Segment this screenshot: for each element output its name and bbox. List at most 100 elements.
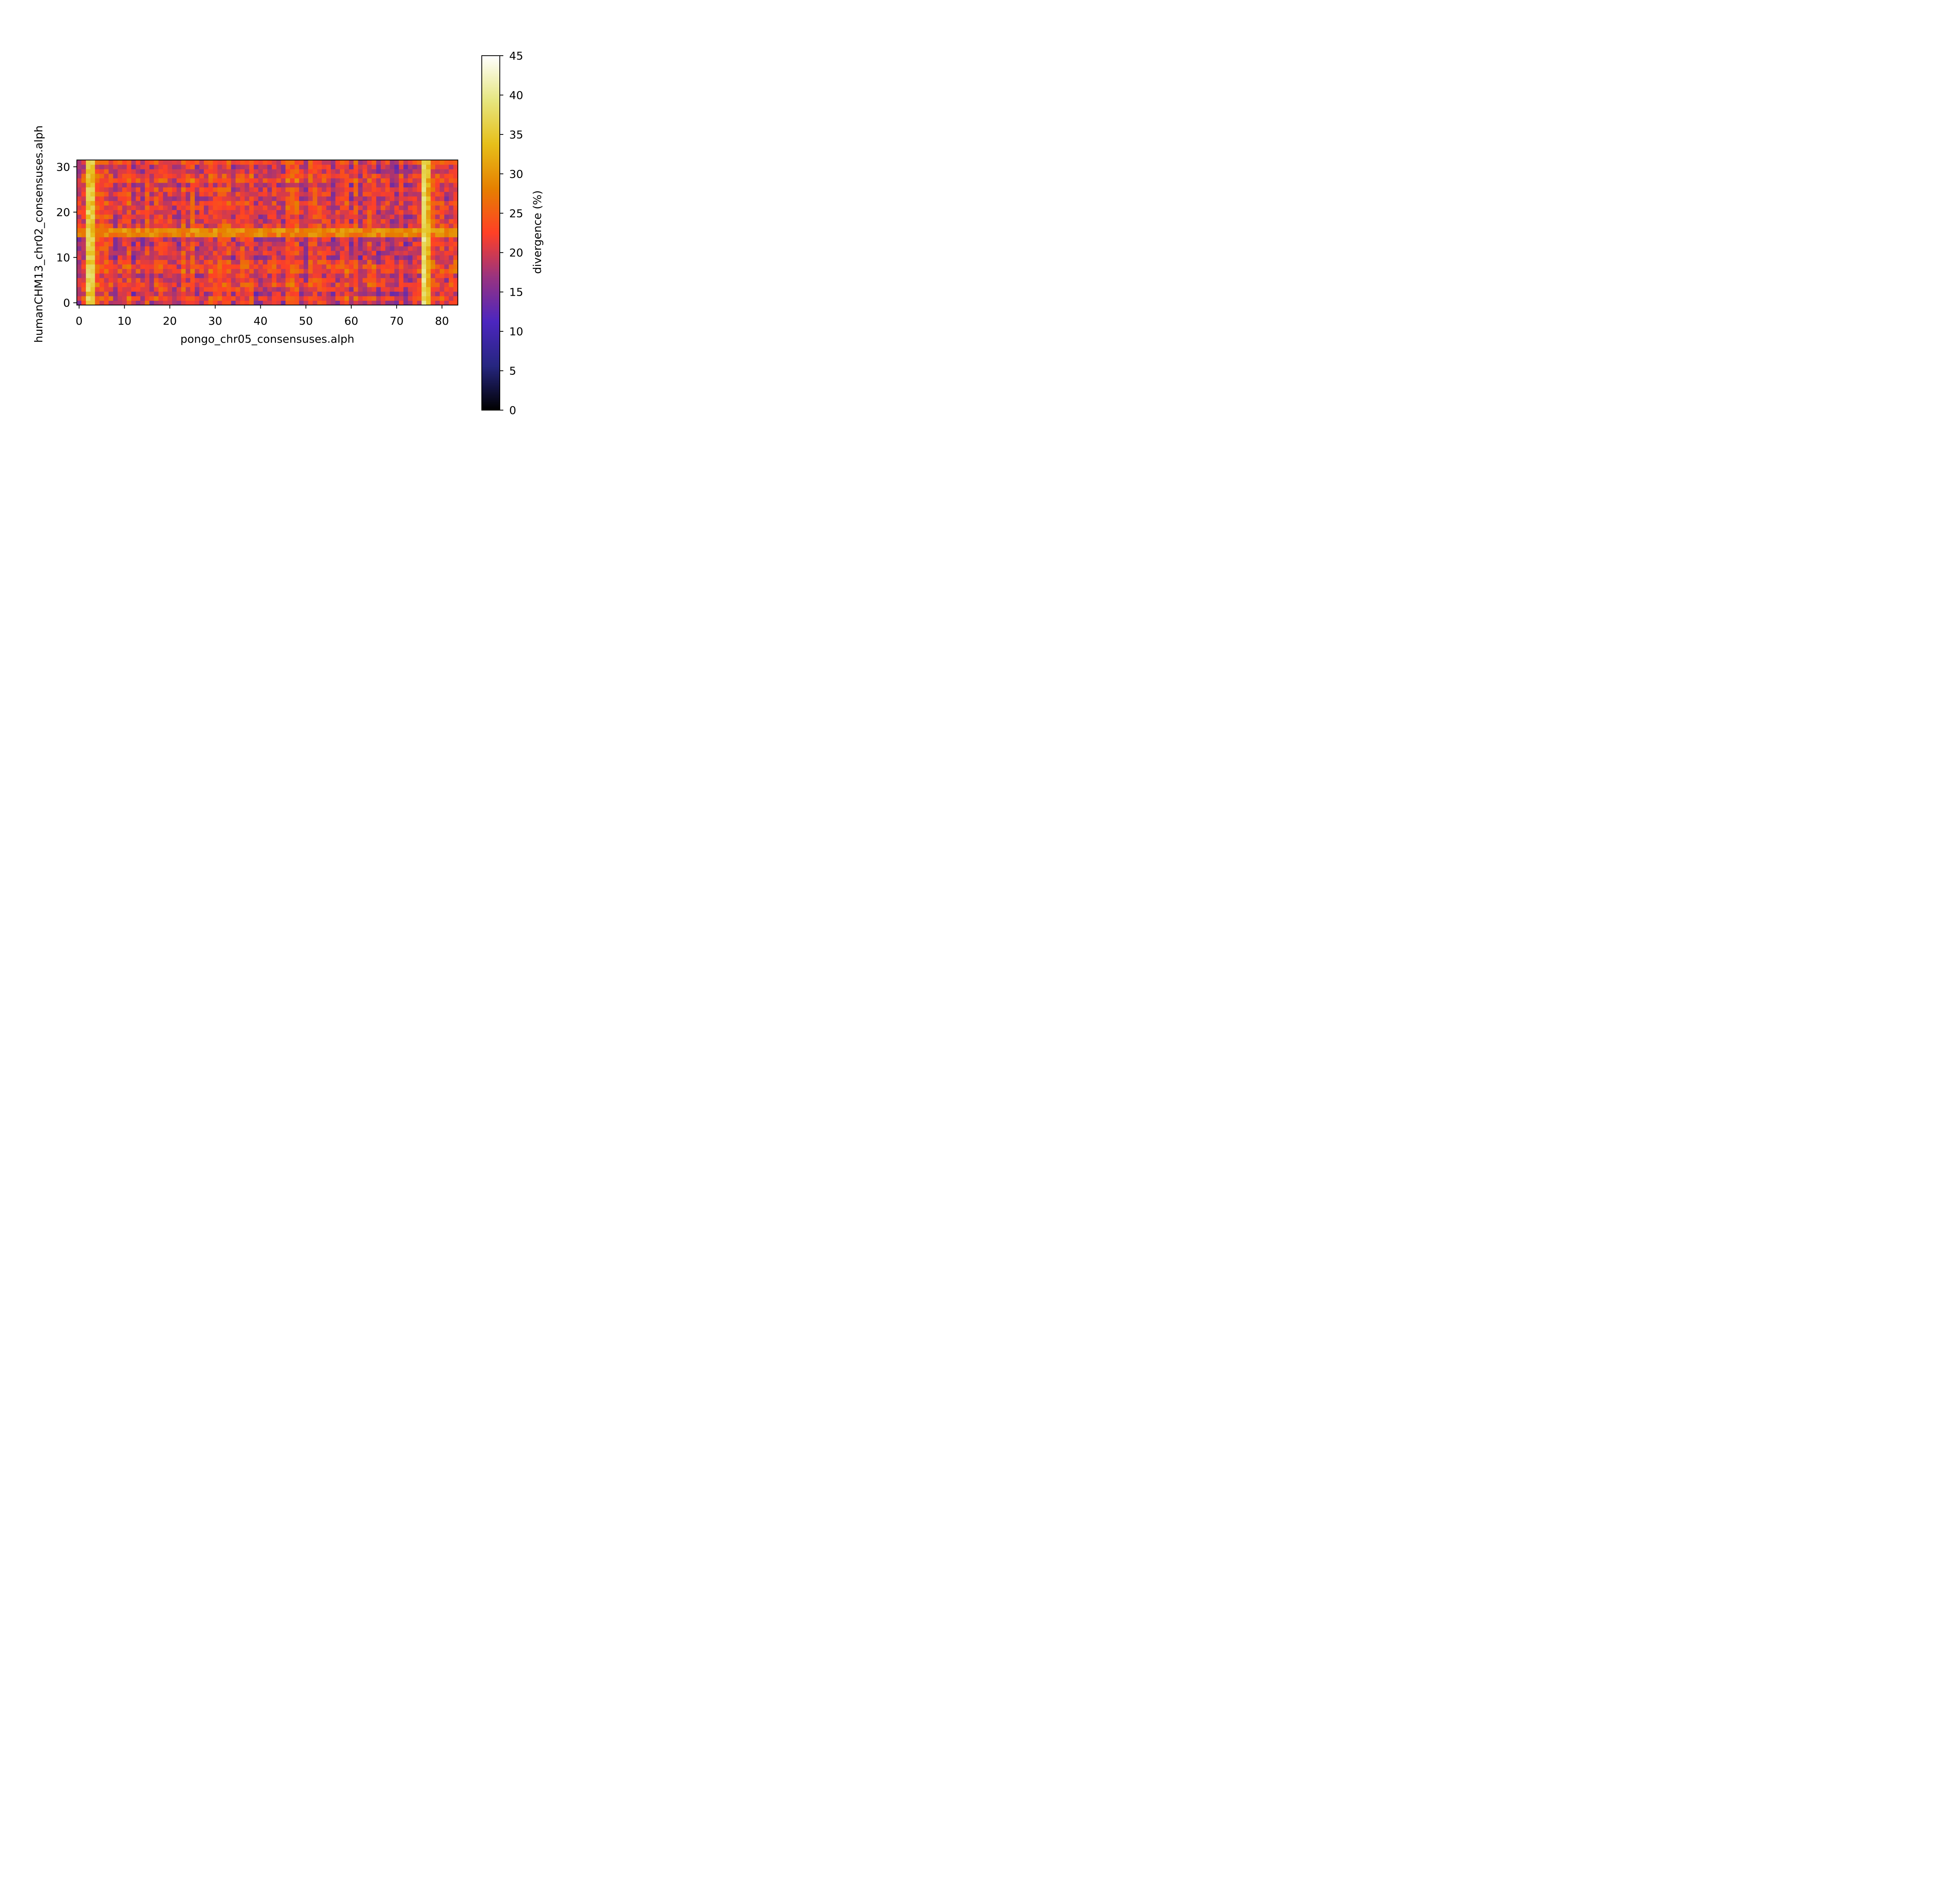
heatmap-cell: [335, 164, 340, 169]
heatmap-cell: [245, 178, 250, 183]
heatmap-cell: [453, 191, 458, 197]
heatmap-cell: [421, 291, 426, 296]
heatmap-cell: [217, 264, 222, 269]
heatmap-cell: [86, 300, 91, 305]
heatmap-cell: [194, 291, 200, 296]
heatmap-cell: [335, 182, 340, 187]
heatmap-cell: [412, 300, 417, 305]
heatmap-cell: [448, 182, 454, 187]
heatmap-cell: [312, 228, 318, 233]
heatmap-cell: [204, 296, 209, 301]
heatmap-cell: [172, 242, 177, 247]
heatmap-cell: [254, 282, 259, 287]
heatmap-cell: [285, 269, 290, 274]
heatmap-cell: [412, 251, 417, 256]
heatmap-cell: [217, 187, 222, 192]
heatmap-cell: [444, 242, 449, 247]
heatmap-cell: [285, 282, 290, 287]
heatmap-cell: [276, 282, 281, 287]
heatmap-cell: [363, 273, 368, 278]
heatmap-cell: [226, 169, 232, 174]
heatmap-cell: [299, 282, 304, 287]
heatmap-cell: [285, 237, 290, 242]
heatmap-cell: [358, 214, 363, 219]
heatmap-cell: [154, 219, 159, 224]
heatmap-cell: [421, 296, 426, 301]
heatmap-cell: [231, 296, 236, 301]
heatmap-cell: [199, 273, 204, 278]
heatmap-cell: [140, 210, 145, 215]
heatmap-cell: [372, 260, 377, 265]
heatmap-cell: [335, 210, 340, 215]
heatmap-cell: [430, 223, 436, 229]
heatmap-cell: [335, 205, 340, 210]
heatmap-cell: [208, 205, 213, 210]
heatmap-cell: [208, 246, 213, 251]
heatmap-cell: [426, 219, 431, 224]
heatmap-cell: [308, 233, 313, 238]
heatmap-cell: [167, 187, 172, 192]
heatmap-cell: [321, 255, 327, 260]
heatmap-cell: [254, 178, 259, 183]
heatmap-cell: [267, 255, 272, 260]
heatmap-cell: [417, 255, 422, 260]
heatmap-cell: [308, 264, 313, 269]
heatmap-cell: [208, 269, 213, 274]
heatmap-cell: [254, 246, 259, 251]
heatmap-cell: [376, 300, 381, 305]
heatmap-cell: [208, 264, 213, 269]
heatmap-cell: [163, 191, 168, 197]
heatmap-cell: [163, 214, 168, 219]
heatmap-cell: [258, 205, 263, 210]
heatmap-cell: [213, 233, 218, 238]
heatmap-cell: [145, 300, 150, 305]
heatmap-cell: [217, 255, 222, 260]
heatmap-cell: [353, 233, 359, 238]
heatmap-cell: [308, 242, 313, 247]
heatmap-cell: [412, 169, 417, 174]
heatmap-cell: [226, 191, 232, 197]
heatmap-cell: [104, 264, 109, 269]
heatmap-cell: [245, 287, 250, 292]
heatmap-cell: [226, 178, 232, 183]
heatmap-cell: [290, 196, 295, 201]
heatmap-cell: [444, 237, 449, 242]
heatmap-cell: [276, 196, 281, 201]
heatmap-cell: [417, 269, 422, 274]
heatmap-cell: [213, 205, 218, 210]
heatmap-cell: [222, 191, 227, 197]
heatmap-cell: [240, 191, 245, 197]
heatmap-cell: [340, 246, 345, 251]
heatmap-cell: [444, 219, 449, 224]
heatmap-cell: [127, 182, 132, 187]
heatmap-cell: [81, 291, 86, 296]
heatmap-cell: [113, 178, 118, 183]
heatmap-cell: [81, 187, 86, 192]
heatmap-cell: [167, 160, 172, 165]
heatmap-cell: [363, 260, 368, 265]
heatmap-cell: [136, 223, 141, 229]
heatmap-cell: [421, 260, 426, 265]
heatmap-cell: [344, 260, 349, 265]
heatmap-cell: [299, 278, 304, 283]
heatmap-cell: [181, 300, 186, 305]
heatmap-cell: [199, 287, 204, 292]
heatmap-cell: [281, 169, 286, 174]
heatmap-cell: [122, 201, 127, 206]
heatmap-cell: [376, 260, 381, 265]
heatmap-cell: [335, 223, 340, 229]
heatmap-cell: [290, 269, 295, 274]
heatmap-cell: [194, 300, 200, 305]
heatmap-cell: [181, 164, 186, 169]
heatmap-cell: [258, 251, 263, 256]
heatmap-cell: [303, 242, 309, 247]
heatmap-cell: [104, 201, 109, 206]
heatmap-cell: [353, 169, 359, 174]
heatmap-cell: [258, 269, 263, 274]
heatmap-cell: [276, 182, 281, 187]
heatmap-cell: [118, 160, 123, 165]
heatmap-cell: [453, 164, 458, 169]
heatmap-cell: [317, 282, 322, 287]
heatmap-cell: [236, 273, 241, 278]
heatmap-cell: [299, 260, 304, 265]
